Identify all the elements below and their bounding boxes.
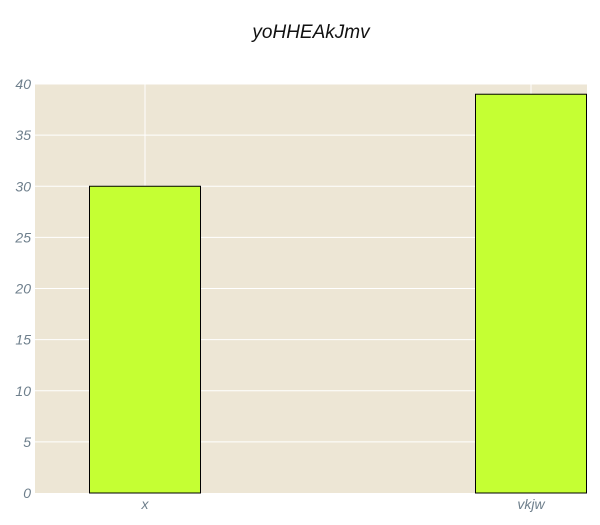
- y-tick-label: 30: [15, 178, 31, 194]
- chart-title: yoHHEAkJmv: [250, 22, 371, 43]
- y-tick-label: 35: [15, 127, 31, 143]
- y-tick-label: 20: [14, 281, 31, 297]
- y-tick-label: 10: [15, 383, 31, 399]
- y-tick-label: 25: [14, 229, 31, 245]
- y-tick-label: 0: [23, 485, 31, 501]
- x-tick-label: x: [141, 496, 150, 512]
- y-tick-label: 40: [15, 76, 31, 92]
- bars: [89, 93, 587, 494]
- y-axis-ticks: 0 5 10 15 20 25 30 35 40: [14, 76, 31, 501]
- y-tick-label: 5: [23, 434, 31, 450]
- x-axis-ticks: x vkjw: [141, 496, 546, 512]
- y-tick-label: 15: [15, 332, 31, 348]
- bar-vkjw[interactable]: [475, 93, 587, 494]
- x-tick-label: vkjw: [517, 496, 545, 512]
- bar-x[interactable]: [89, 185, 201, 494]
